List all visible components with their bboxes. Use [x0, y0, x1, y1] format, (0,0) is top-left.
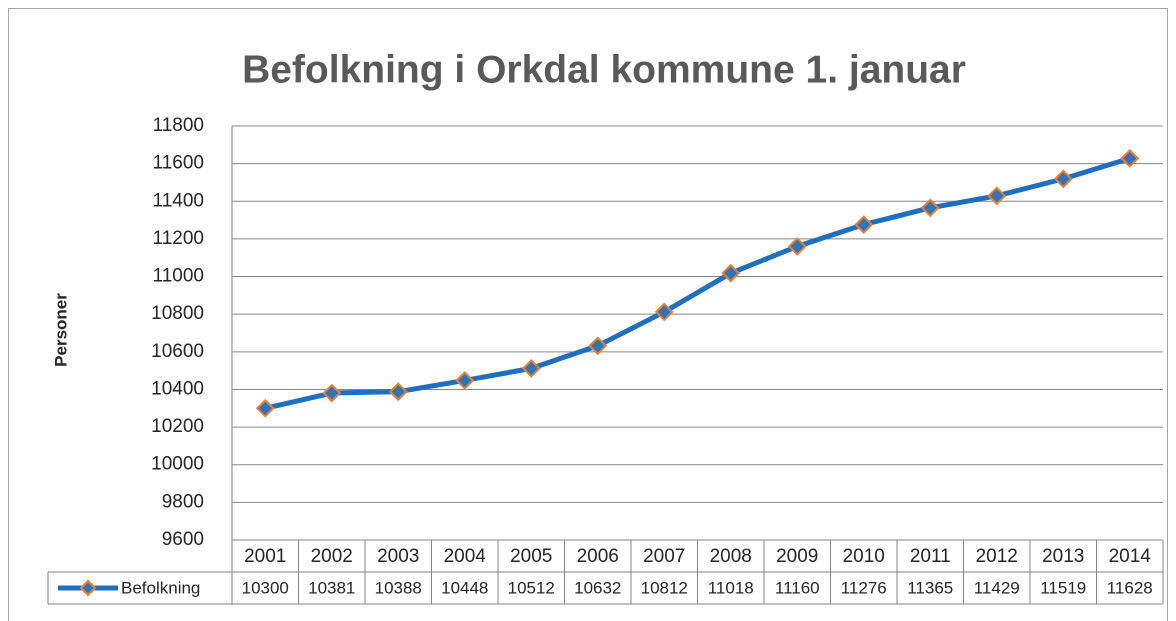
x-tick-label: 2003: [377, 546, 419, 567]
marker: [455, 371, 475, 390]
chart-border: [8, 8, 1168, 621]
y-axis-label: Personer: [51, 293, 70, 367]
marker: [1053, 169, 1073, 189]
legend-label: Befolkning: [121, 578, 200, 597]
y-tick-label: 10800: [151, 303, 204, 324]
table-value: 10512: [508, 578, 555, 597]
marker: [987, 186, 1007, 206]
marker: [1120, 148, 1140, 168]
table-value: 11276: [841, 578, 887, 597]
table-value: 10381: [308, 578, 355, 597]
table-value: 11519: [1040, 578, 1086, 597]
marker: [654, 302, 674, 322]
y-tick-label: 10000: [151, 454, 204, 475]
y-tick-label: 11200: [153, 228, 204, 249]
x-tick-label: 2007: [643, 546, 685, 567]
y-tick-label: 9600: [162, 529, 204, 550]
y-tick-label: 10400: [151, 378, 204, 399]
table-value: 10448: [441, 578, 488, 597]
x-tick-label: 2001: [244, 546, 286, 567]
x-tick-label: 2002: [311, 546, 353, 567]
x-tick-label: 2005: [510, 546, 552, 567]
marker: [787, 237, 807, 256]
table-value: 11628: [1107, 578, 1153, 597]
marker: [322, 383, 342, 403]
marker: [255, 398, 275, 418]
marker: [521, 358, 541, 378]
table-value: 10812: [641, 578, 688, 597]
y-tick-label: 10200: [151, 416, 204, 437]
series-line: [264, 155, 1131, 411]
y-tick-label: 9800: [162, 491, 204, 512]
x-tick-label: 2010: [843, 546, 885, 567]
marker: [588, 336, 608, 356]
x-tick-label: 2006: [577, 546, 619, 567]
table-value: 11429: [974, 578, 1020, 597]
x-tick-label: 2012: [976, 546, 1018, 567]
x-tick-label: 2009: [776, 546, 818, 567]
table-value: 11160: [775, 578, 820, 597]
x-tick-label: 2014: [1109, 546, 1152, 567]
x-tick-label: 2008: [710, 546, 752, 567]
y-tick-label: 11600: [153, 153, 204, 174]
y-tick-label: 11800: [153, 115, 204, 136]
chart-title: Befolkning i Orkdal kommune 1. januar: [242, 48, 966, 91]
marker: [920, 198, 940, 218]
marker: [854, 215, 874, 235]
table-value: 10300: [242, 578, 289, 597]
x-tick-label: 2004: [444, 546, 487, 567]
legend-marker: [79, 579, 97, 597]
table-value: 10388: [375, 578, 422, 597]
marker: [388, 382, 408, 402]
x-tick-label: 2011: [910, 546, 951, 567]
y-tick-label: 10600: [151, 341, 204, 362]
table-value: 10632: [574, 578, 621, 597]
x-tick-label: 2013: [1042, 546, 1084, 567]
table-value: 11018: [708, 578, 754, 597]
marker: [721, 263, 741, 283]
y-tick-label: 11000: [153, 266, 204, 287]
table-value: 11365: [907, 578, 953, 597]
y-tick-label: 11400: [153, 190, 204, 211]
